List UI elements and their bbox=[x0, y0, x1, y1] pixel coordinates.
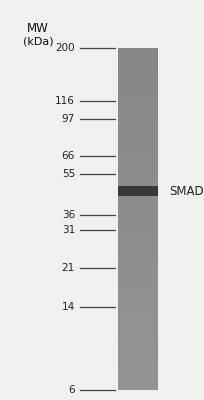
Text: 200: 200 bbox=[55, 43, 75, 53]
Text: 6: 6 bbox=[68, 385, 75, 395]
Text: (kDa): (kDa) bbox=[23, 37, 53, 47]
Bar bbox=[118, 186, 158, 196]
Text: 66: 66 bbox=[62, 151, 75, 161]
Text: MW: MW bbox=[27, 22, 49, 34]
Text: 31: 31 bbox=[62, 225, 75, 235]
Text: 55: 55 bbox=[62, 169, 75, 179]
Text: 36: 36 bbox=[62, 210, 75, 220]
Text: 14: 14 bbox=[62, 302, 75, 312]
Text: SMAD7: SMAD7 bbox=[169, 185, 204, 198]
Text: 21: 21 bbox=[62, 263, 75, 273]
Text: 116: 116 bbox=[55, 96, 75, 106]
Text: 97: 97 bbox=[62, 114, 75, 124]
